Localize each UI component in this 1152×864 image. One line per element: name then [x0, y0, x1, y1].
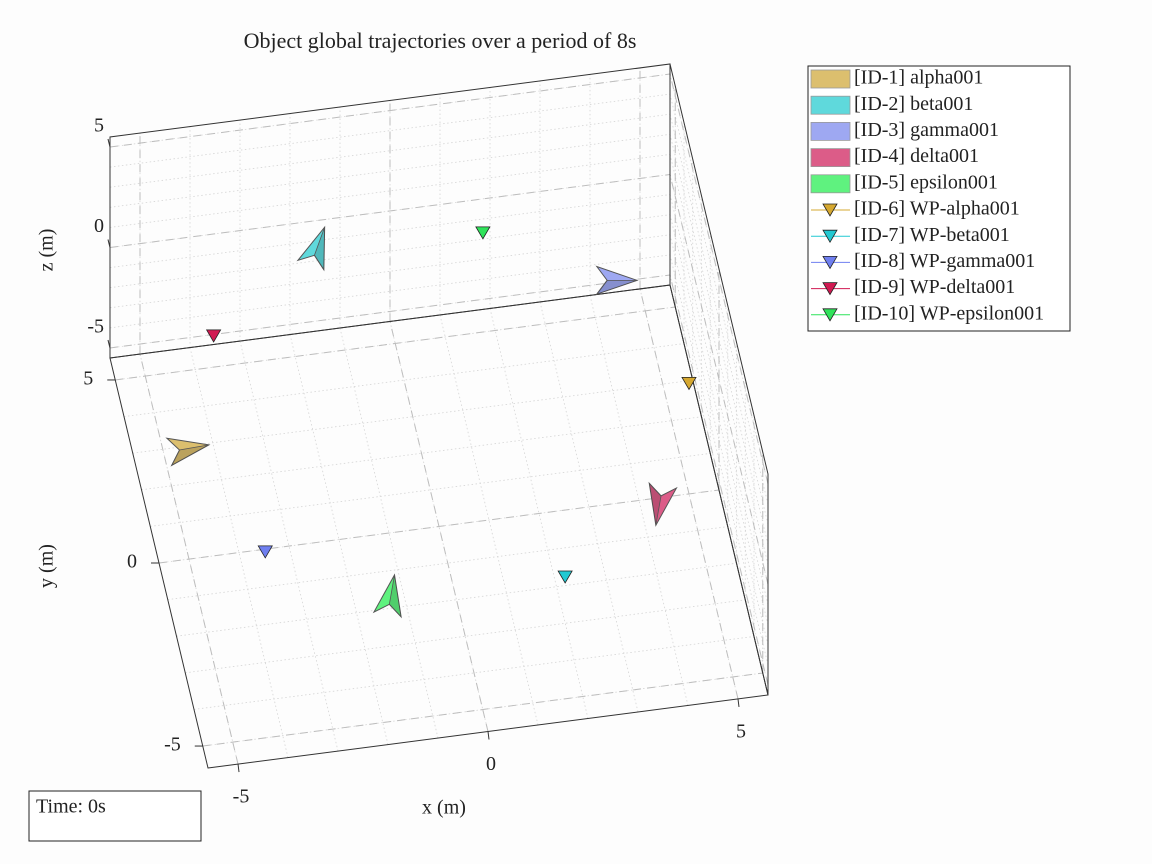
aircraft-shade [313, 227, 326, 270]
legend-label: [ID-6] WP-alpha001 [854, 198, 1020, 220]
minor-grid-line [185, 599, 746, 674]
legend-label: [ID-3] gamma001 [854, 119, 999, 141]
aircraft-shade [648, 483, 662, 526]
x-tick-mark [237, 764, 240, 773]
x-tick-label: -5 [233, 786, 250, 808]
legend-label: [ID-1] alpha001 [854, 67, 983, 89]
legend-label: [ID-7] WP-beta001 [854, 224, 1010, 246]
legend-marker [822, 203, 838, 217]
y-tick-label: 5 [83, 368, 93, 390]
aircraft-shade [596, 279, 638, 295]
y-axis-label: y (m) [36, 544, 58, 588]
legend-box [807, 65, 1071, 332]
legend-label: [ID-4] delta001 [854, 145, 979, 167]
grid-line [109, 174, 671, 248]
minor-grid-line [669, 234, 769, 645]
legend-swatch [810, 174, 851, 194]
waypoint [557, 570, 573, 584]
grid-layer [109, 67, 769, 765]
side-wall-edge [669, 63, 769, 696]
grid-line [669, 73, 769, 485]
waypoint [681, 377, 697, 391]
legend-marker [822, 229, 838, 243]
legend-marker [822, 255, 838, 270]
legend-swatch [810, 95, 851, 115]
waypoint [475, 226, 491, 240]
minor-grid-line [539, 301, 639, 713]
legend-label: [ID-8] WP-gamma001 [854, 250, 1035, 272]
waypoint [205, 329, 222, 343]
x-tick-label: 5 [736, 721, 746, 743]
minor-grid-line [289, 334, 389, 745]
z-tick-label: 5 [94, 115, 104, 137]
z-axis-label: z (m) [36, 229, 58, 272]
legend-swatch [810, 148, 851, 168]
x-tick-mark [487, 731, 490, 740]
legend-swatch [810, 69, 851, 89]
time-box [28, 790, 202, 842]
z-tick-label: 0 [94, 215, 104, 237]
legend-swatch [810, 122, 851, 141]
aircraft-shade [388, 574, 402, 618]
z-tick-label: -5 [87, 316, 104, 338]
x-tick-mark [737, 698, 740, 707]
legend: [ID-1] alpha001 [ID-2] beta001 [ID-3] gamm… [810, 67, 1044, 324]
axes-box [107, 63, 769, 773]
legend-label: [ID-2] beta001 [854, 93, 973, 115]
x-axis-label: x (m) [422, 797, 466, 819]
grid-line [115, 306, 676, 381]
grid-line [669, 174, 769, 585]
grid-line [109, 274, 671, 349]
legend-label: [ID-9] WP-delta001 [854, 276, 1015, 298]
grid-line [158, 489, 720, 564]
chart-title: Object global trajectories over a period… [244, 28, 637, 53]
aircraft-shade [171, 444, 209, 466]
grid-line [109, 73, 671, 148]
time-label: Time: 0s [36, 796, 106, 818]
grid-line [202, 672, 763, 747]
legend-marker [822, 282, 838, 296]
legend-label: [ID-5] epsilon001 [854, 171, 998, 193]
legend-label: [ID-10] WP-epsilon001 [854, 302, 1044, 324]
x-tick-label: 0 [486, 753, 496, 775]
marks-layer [165, 225, 697, 619]
waypoint [257, 545, 273, 559]
grid-line [669, 274, 769, 686]
y-tick-label: -5 [164, 734, 181, 756]
legend-marker [822, 308, 838, 322]
y-tick-label: 0 [127, 551, 137, 573]
